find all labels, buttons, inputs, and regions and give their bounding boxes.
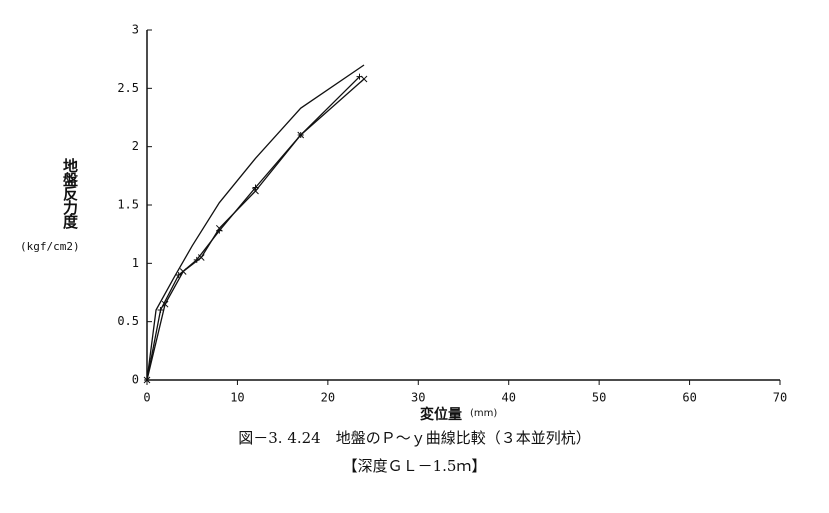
x-tick-label: 20 bbox=[321, 391, 335, 405]
x-tick-label: 70 bbox=[773, 391, 787, 405]
y-tick-label: 0 bbox=[132, 373, 139, 387]
caption-sub: 【深度ＧＬ－1.5ｍ】 bbox=[342, 457, 487, 475]
x-tick-label: 50 bbox=[592, 391, 606, 405]
point-marker bbox=[297, 131, 305, 139]
x-tick-label: 0 bbox=[143, 391, 150, 405]
series-line bbox=[146, 64, 365, 381]
y-tick-label: 2.5 bbox=[117, 81, 139, 95]
x-tick-label: 60 bbox=[682, 391, 696, 405]
x-axis-label: 変位量 bbox=[420, 407, 462, 423]
x-tick-label: 40 bbox=[501, 391, 515, 405]
point-marker bbox=[179, 268, 187, 275]
caption: 図－3. 4.24 地盤のＰ～ｙ曲線比較（３本並列杭） bbox=[238, 429, 591, 447]
y-tick-label: 0.5 bbox=[117, 314, 139, 328]
y-tick-label: 3 bbox=[132, 23, 139, 37]
point-marker bbox=[161, 300, 169, 308]
point-marker bbox=[252, 187, 259, 195]
series-line bbox=[146, 76, 360, 381]
x-tick-label: 30 bbox=[411, 391, 425, 405]
point-marker bbox=[360, 75, 368, 83]
point-marker bbox=[157, 307, 164, 313]
point-marker bbox=[197, 254, 205, 261]
x-tick-label: 10 bbox=[230, 391, 244, 405]
y-tick-label: 1 bbox=[132, 256, 139, 270]
y-tick-label: 2 bbox=[132, 139, 139, 153]
series-line bbox=[146, 78, 365, 381]
y-axis-label: 地盤反力度 bbox=[61, 158, 79, 228]
y-tick-label: 1.5 bbox=[117, 198, 139, 212]
point-marker bbox=[143, 376, 151, 384]
y-axis-unit: (kgf/cm2) bbox=[20, 240, 80, 253]
point-marker bbox=[215, 224, 223, 232]
x-axis-unit: (mm) bbox=[470, 408, 498, 419]
